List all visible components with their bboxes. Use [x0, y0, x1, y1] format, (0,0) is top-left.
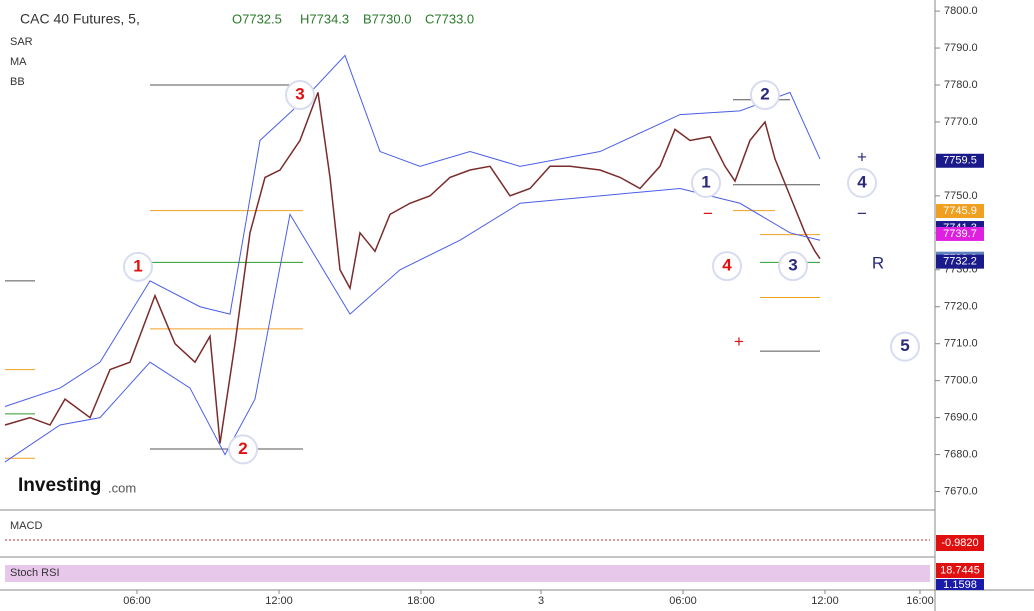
price-tag [936, 254, 984, 269]
y-tick-label: 7690.0 [944, 412, 978, 424]
wave-circle [712, 251, 742, 282]
value-box [936, 563, 984, 578]
y-tick-label: 7750.0 [944, 190, 978, 202]
stoch-value: 1.1598 [943, 579, 977, 591]
y-tick-label: 7780.0 [944, 79, 978, 91]
wave-label: 1 [701, 172, 710, 191]
price-tag [936, 204, 984, 219]
macd-label: MACD [10, 520, 42, 532]
chart-title: CAC 40 Futures, 5, [20, 11, 140, 27]
wave-label: 1 [133, 256, 142, 275]
stoch-label: Stoch RSI [10, 567, 60, 579]
y-tick-label: 7670.0 [944, 485, 978, 497]
price-tag [936, 153, 984, 168]
value-box [936, 579, 984, 590]
x-tick-label: 12:00 [265, 595, 293, 607]
wave-circle [778, 251, 808, 282]
price-tag-label: 7739.7 [943, 228, 977, 240]
wave-label: 2 [238, 439, 247, 458]
y-tick-label: 7800.0 [944, 5, 978, 17]
x-tick-label: 16:00 [906, 595, 934, 607]
y-tick-label: 7680.0 [944, 448, 978, 460]
logo: Investing [18, 475, 101, 496]
wave-circle [228, 434, 258, 465]
y-tick-label: 7790.0 [944, 42, 978, 54]
indicator-label[interactable]: SAR [10, 36, 33, 48]
wave-label: 3 [788, 256, 797, 275]
x-tick-label: 12:00 [811, 595, 839, 607]
wave-label: 5 [900, 336, 909, 355]
price-tag-label: 7732.2 [943, 256, 977, 268]
ohlc: B7730.0 [363, 11, 411, 26]
stoch-value: 18.7445 [940, 564, 980, 576]
wave-label: + [857, 147, 867, 166]
price-line [4, 92, 821, 444]
wave-label: − [857, 204, 867, 223]
wave-label: − [703, 204, 713, 223]
x-tick-label: 06:00 [123, 595, 151, 607]
wave-label: 2 [760, 84, 769, 103]
wave-circle [691, 167, 721, 198]
wave-label: R [872, 253, 884, 272]
y-tick-label: 7720.0 [944, 301, 978, 313]
logo: .com [108, 480, 136, 495]
wave-circle [123, 251, 153, 282]
y-tick-label: 7710.0 [944, 338, 978, 350]
ohlc: H7734.3 [300, 11, 349, 26]
wave-label: + [734, 332, 744, 351]
price-tag [936, 226, 984, 241]
band-line [4, 54, 821, 407]
value-box [936, 535, 984, 551]
stoch-band [5, 565, 930, 582]
ohlc: C7733.0 [425, 11, 474, 26]
wave-label: 3 [295, 84, 304, 103]
price-tag-label: 7745.9 [943, 205, 977, 217]
wave-circle [285, 79, 315, 110]
wave-circle [847, 167, 877, 198]
y-tick-label: 7770.0 [944, 116, 978, 128]
wave-circle [750, 79, 780, 110]
ohlc: O7732.5 [232, 11, 282, 26]
price-tag-label: 7759.5 [943, 155, 977, 167]
x-tick-label: 3 [538, 595, 544, 607]
x-tick-label: 06:00 [669, 595, 697, 607]
indicator-label[interactable]: MA [10, 56, 27, 68]
y-tick-label: 7700.0 [944, 375, 978, 387]
wave-circle [890, 331, 920, 362]
wave-label: 4 [857, 172, 867, 191]
wave-label: 4 [722, 256, 732, 275]
indicator-label[interactable]: BB [10, 76, 25, 88]
macd-value: -0.9820 [941, 537, 978, 549]
x-tick-label: 18:00 [407, 595, 435, 607]
